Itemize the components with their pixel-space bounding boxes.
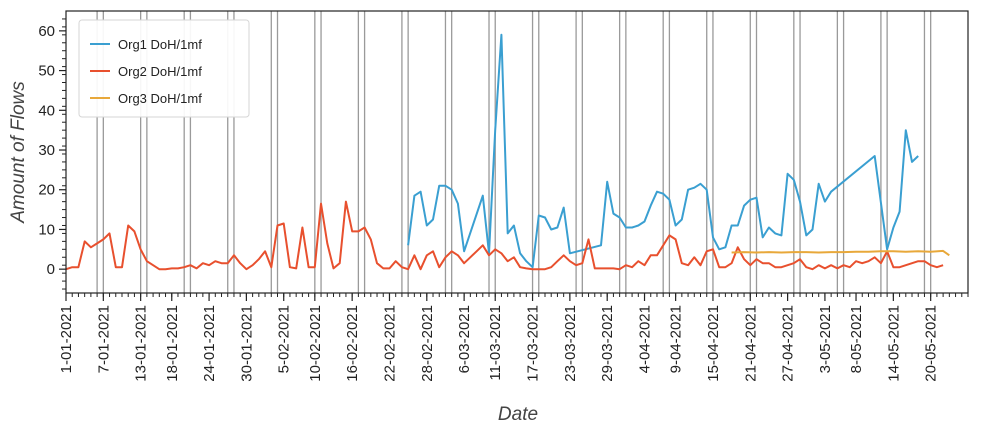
x-tick-label: 27-04-2021	[780, 305, 797, 382]
legend-label: Org3 DoH/1mf	[118, 91, 202, 106]
y-axis-title: Amount of Flows	[8, 81, 29, 224]
y-axis: 0 10 20 30 40 50 60	[38, 18, 66, 290]
y-tick-label: 40	[38, 102, 55, 119]
x-tick-label: 7-01-2021	[95, 305, 112, 373]
x-tick-label: 28-02-2021	[419, 305, 436, 382]
plot-border	[65, 10, 969, 294]
x-tick-label: 17-03-2021	[525, 305, 542, 382]
x-tick-label: 24-01-2021	[201, 305, 218, 382]
x-tick-label: 13-01-2021	[133, 305, 150, 382]
legend-label: Org2 DoH/1mf	[118, 64, 202, 79]
legend: Org1 DoH/1mf Org2 DoH/1mf Org3 DoH/1mf	[78, 19, 250, 118]
x-tick-label: 23-03-2021	[562, 305, 579, 382]
y-tick-label: 20	[38, 182, 55, 199]
x-tick-label: 9-04-2021	[668, 305, 685, 373]
x-tick-label: 20-05-2021	[923, 305, 940, 382]
x-tick-label: 15-04-2021	[705, 305, 722, 382]
x-tick-label: 8-05-2021	[848, 305, 865, 373]
series-lines	[65, 33, 950, 271]
x-tick-label: 30-01-2021	[238, 305, 255, 382]
series-line	[65, 200, 944, 271]
x-tick-label: 22-02-2021	[381, 305, 398, 382]
x-tick-label: 6-03-2021	[456, 305, 473, 373]
x-tick-label: 29-03-2021	[599, 305, 616, 382]
x-tick-label: 18-01-2021	[164, 305, 181, 382]
x-tick-label: 1-01-2021	[58, 305, 75, 373]
y-tick-label: 0	[47, 261, 55, 278]
x-tick-label: 21-04-2021	[742, 305, 759, 382]
y-tick-label: 60	[38, 23, 55, 40]
y-tick-label: 30	[38, 142, 55, 159]
legend-box	[78, 19, 250, 118]
x-tick-label: 5-02-2021	[276, 305, 293, 373]
x-tick-label: 11-03-2021	[487, 305, 504, 381]
x-tick-label: 4-04-2021	[637, 305, 654, 373]
x-axis-title: Date	[498, 404, 538, 425]
y-tick-label: 10	[38, 221, 55, 238]
x-tick-label: 16-02-2021	[344, 305, 361, 382]
x-axis: 1-01-2021 7-01-2021 13-01-2021 18-01-2021 24…	[58, 293, 969, 382]
x-tick-label: 10-02-2021	[307, 305, 324, 382]
x-tick-label: 3-05-2021	[817, 305, 834, 373]
plot-frame	[65, 10, 969, 294]
legend-label: Org1 DoH/1mf	[118, 37, 202, 52]
y-tick-label: 50	[38, 63, 55, 80]
series-line	[731, 249, 950, 257]
series-line	[407, 33, 919, 269]
x-tick-label: 14-05-2021	[885, 305, 902, 382]
